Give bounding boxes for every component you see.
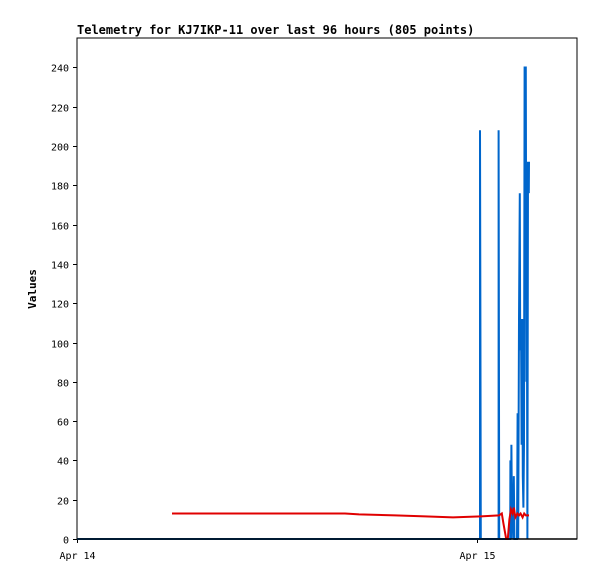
y-tick-label: 60 — [57, 418, 69, 429]
y-tick-label: 140 — [51, 261, 69, 272]
y-tick-label: 240 — [51, 64, 69, 75]
y-tick-label: 0 — [63, 536, 69, 547]
plot-area: 0 20 40 60 80 100 120 140 160 180 200 220 240 Apr 14 A… — [51, 37, 578, 562]
series-line-2 — [172, 505, 529, 540]
y-axis-label: Values — [26, 269, 39, 309]
y-tick-label: 80 — [57, 379, 69, 390]
series-line-1 — [77, 66, 530, 540]
y-tick-label: 160 — [51, 222, 69, 233]
x-tick-label: Apr 14 — [59, 551, 95, 562]
y-tick-label: 220 — [51, 104, 69, 115]
y-tick-label: 40 — [57, 457, 69, 468]
x-tick-label: Apr 15 — [459, 551, 495, 562]
y-tick-label: 180 — [51, 182, 69, 193]
plot-frame — [76, 37, 578, 540]
y-tick-label: 120 — [51, 300, 69, 311]
y-tick-label: 20 — [57, 497, 69, 508]
y-tick-label: 100 — [51, 340, 69, 351]
chart-title: Telemetry for KJ7IKP-11 over last 96 hou… — [77, 23, 474, 37]
y-tick-label: 200 — [51, 143, 69, 154]
